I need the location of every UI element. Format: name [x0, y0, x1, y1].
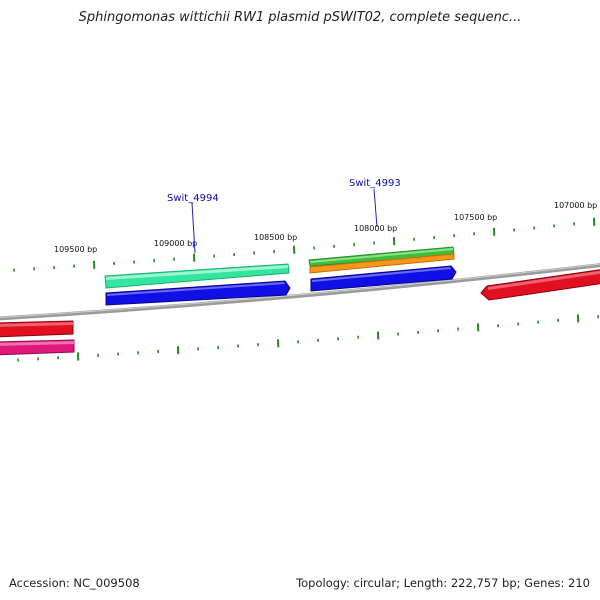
gene-label-swit-4994: Swit_4994 [167, 193, 219, 204]
inner-tick-marks [17, 314, 600, 362]
blue-cds-arrow-right-highlight [312, 267, 451, 282]
tick-label-109500: 109500 bp [54, 245, 97, 254]
leader-line-swit-4994 [191, 202, 196, 254]
topology-summary: Topology: circular; Length: 222,757 bp; … [296, 576, 590, 590]
orange-feature[interactable] [309, 253, 455, 274]
gene-feature-swit-4994-highlight [106, 265, 288, 280]
accession-info: Accession: NC_009508 [9, 576, 140, 590]
plasmid-backbone-highlight [0, 263, 600, 318]
tick-label-108500: 108500 bp [254, 233, 297, 242]
blue-cds-arrow-left-highlight [107, 282, 285, 296]
tick-label-107000: 107000 bp [554, 201, 597, 210]
gene-feature-swit-4993-highlight [310, 248, 453, 263]
leader-line-swit-4993 [373, 188, 378, 228]
blue-cds-arrow-left[interactable] [105, 280, 291, 306]
red-gene-arrow-right-highlight [488, 270, 600, 290]
outer-tick-marks [13, 217, 596, 272]
tick-label-107500: 107500 bp [454, 213, 497, 222]
red-gene-left-highlight [0, 322, 73, 327]
map-title: Sphingomonas wittichii RW1 plasmid pSWIT… [78, 10, 522, 25]
tick-label-109000: 109000 bp [154, 239, 197, 248]
gene-label-swit-4993: Swit_4993 [349, 178, 401, 189]
plasmid-backbone [0, 263, 600, 321]
blue-cds-arrow-right[interactable] [310, 265, 457, 292]
magenta-gene-left-highlight [0, 341, 74, 346]
tick-label-108000: 108000 bp [354, 224, 397, 233]
